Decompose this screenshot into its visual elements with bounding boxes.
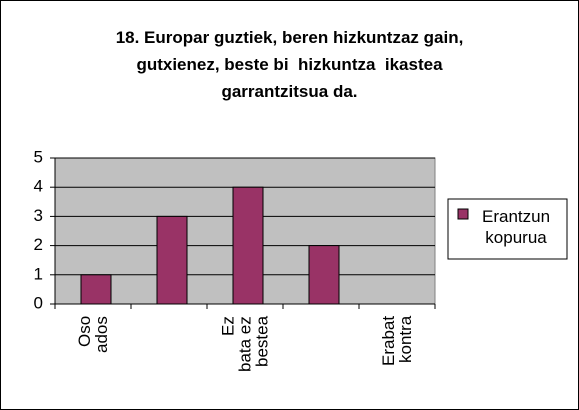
chart-title: 18. Europar guztiek, beren hizkuntzaz ga…	[115, 28, 464, 101]
legend-label: Erantzun kopurua	[482, 207, 551, 247]
x-tick-label: Ez bata ez bestea	[218, 316, 272, 372]
bar	[232, 186, 264, 305]
legend-swatch	[457, 208, 469, 220]
bar	[308, 245, 340, 305]
x-tick-label: Erabat kontra	[379, 316, 415, 367]
y-tick-label: 1	[34, 264, 43, 283]
bar	[80, 274, 112, 305]
y-tick-label: 2	[34, 235, 43, 254]
y-tick-label: 5	[34, 147, 43, 166]
bar	[156, 215, 188, 305]
y-tick-label: 4	[34, 177, 43, 196]
y-tick-label: 0	[34, 293, 43, 312]
x-tick-label: Oso ados	[75, 316, 111, 353]
y-tick-label: 3	[34, 206, 43, 225]
